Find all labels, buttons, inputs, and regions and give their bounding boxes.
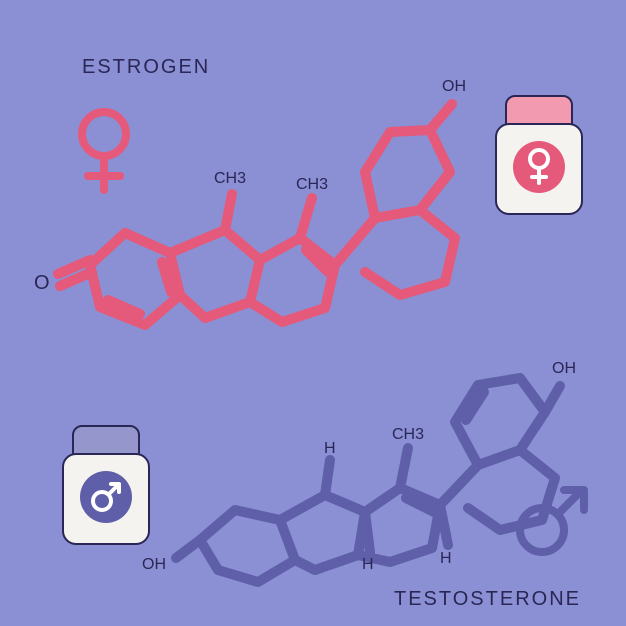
testosterone-h2: H [362, 556, 374, 574]
testosterone-oh-right: OH [552, 360, 576, 378]
testosterone-h3: H [440, 550, 452, 568]
testosterone-molecule [0, 0, 626, 626]
testosterone-oh-left: OH [142, 556, 166, 574]
testosterone-ch3: CH3 [392, 426, 424, 444]
testosterone-h1: H [324, 440, 336, 458]
